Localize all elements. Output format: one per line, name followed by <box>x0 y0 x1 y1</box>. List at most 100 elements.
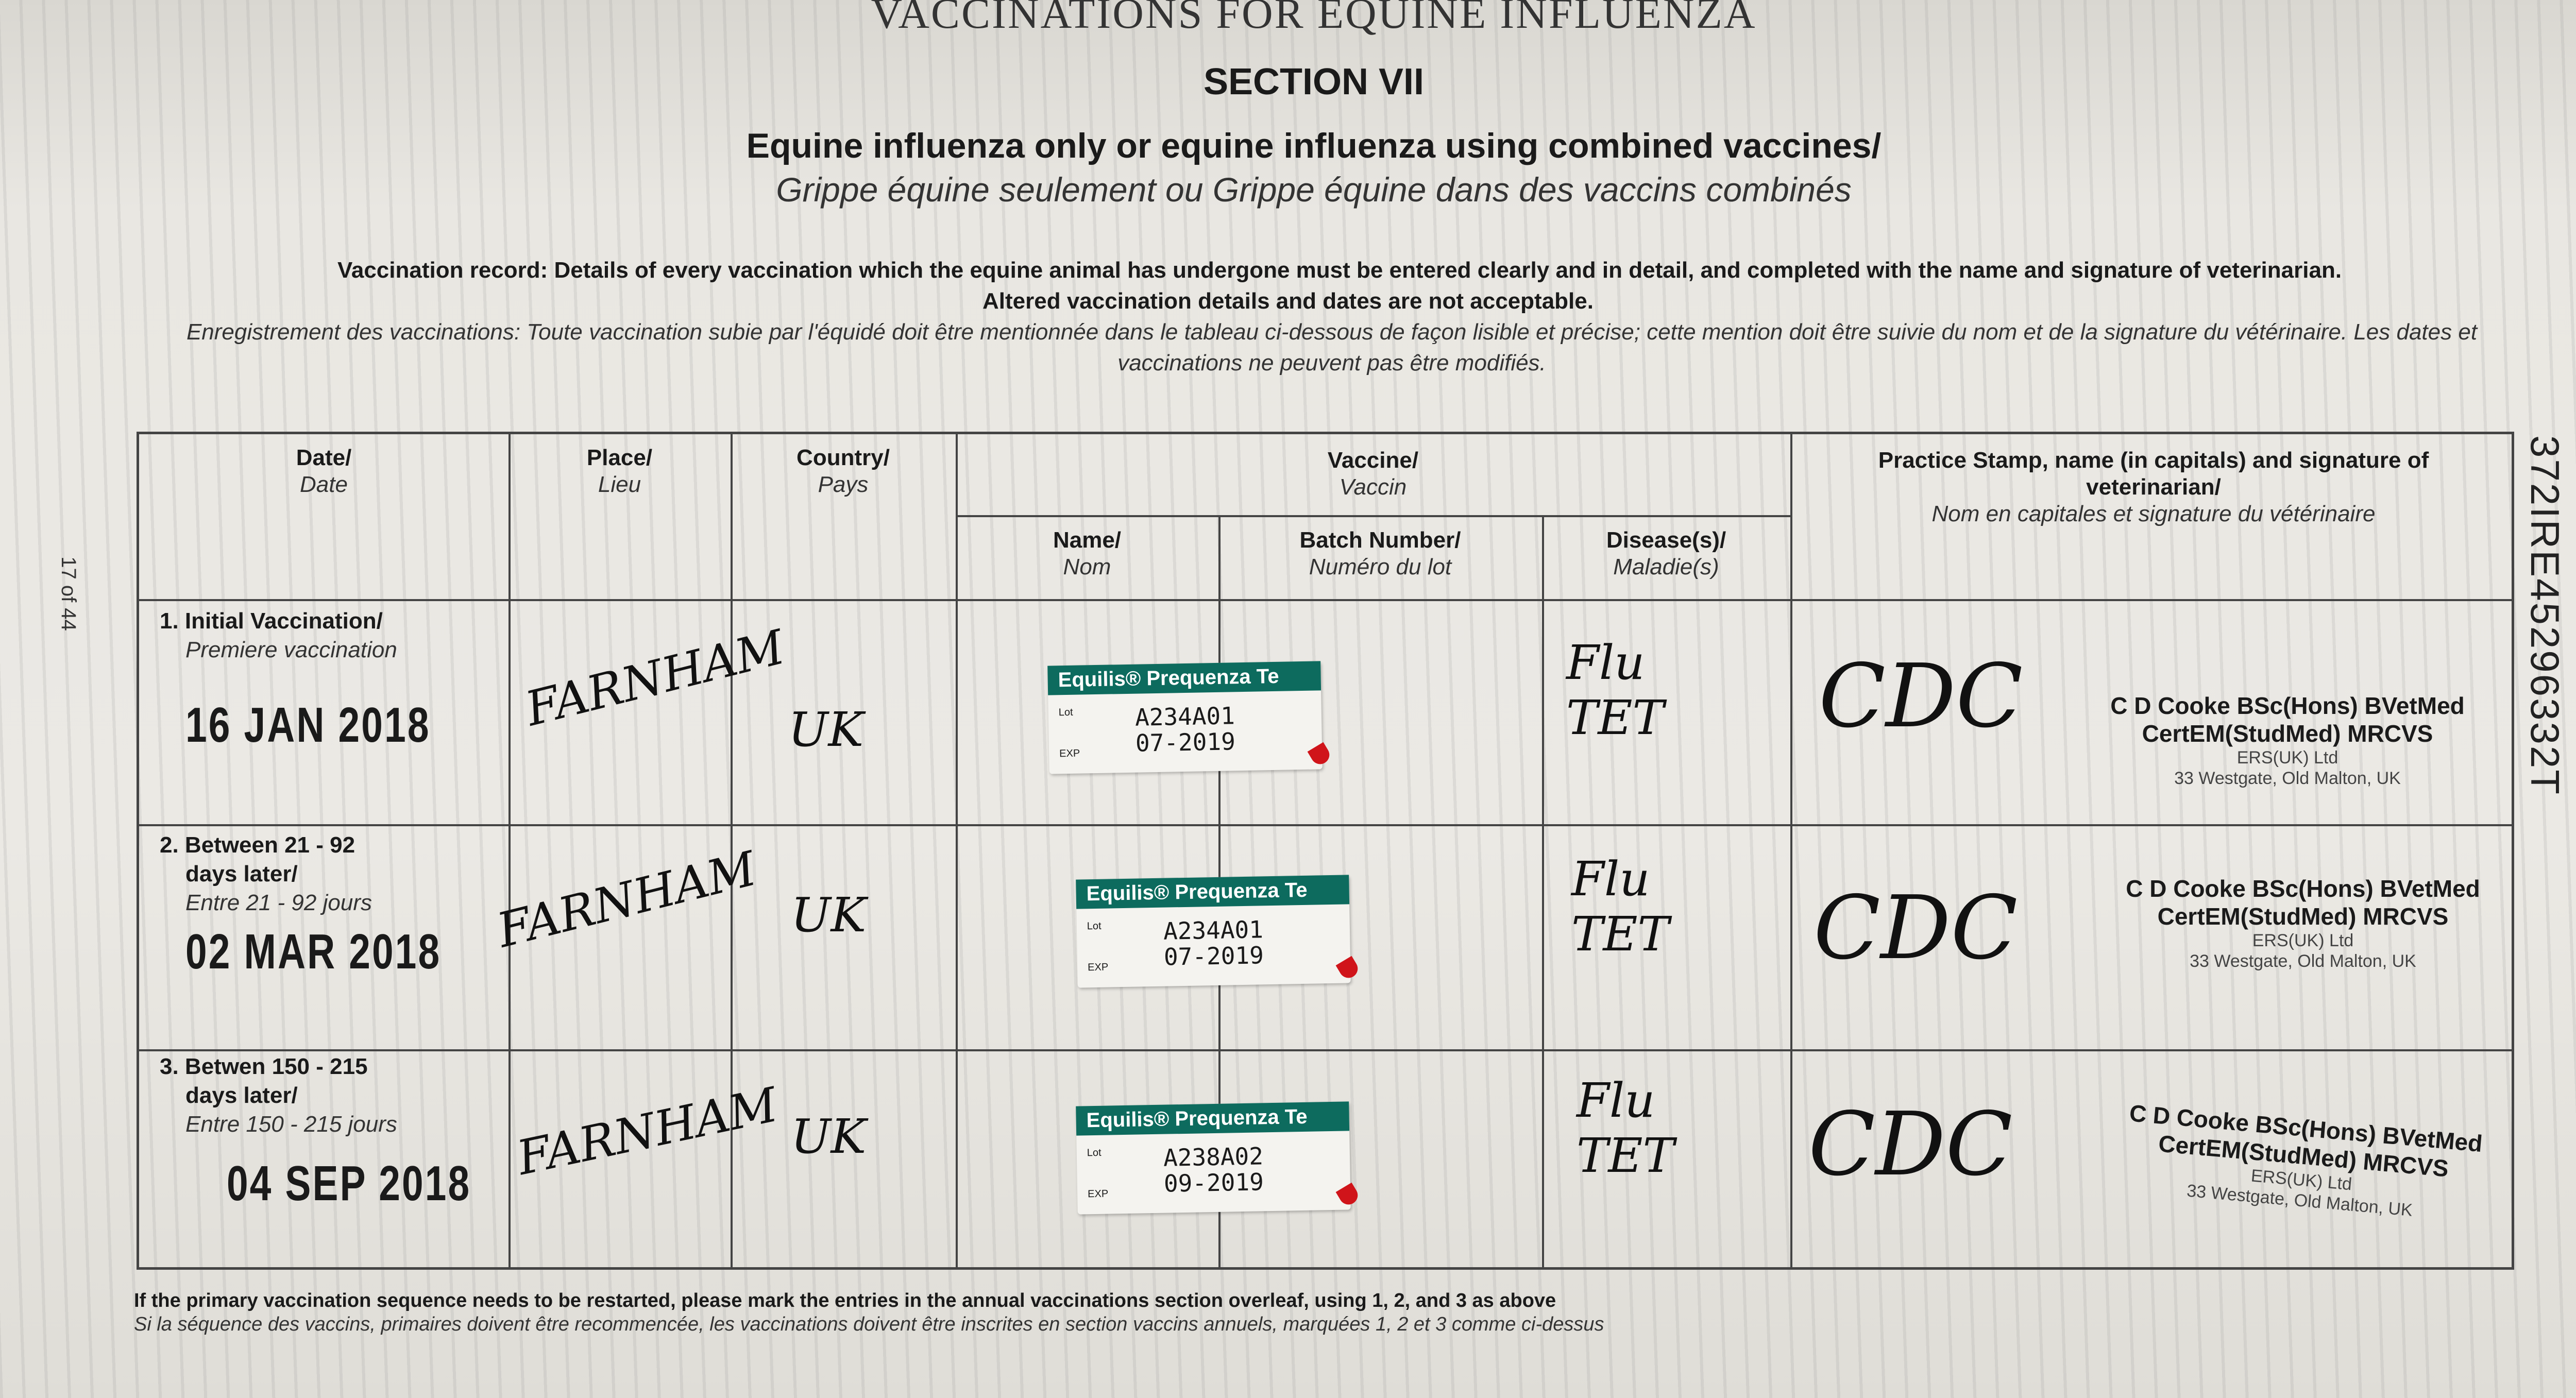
row-label-en: 1. Initial Vaccination/ <box>160 608 383 634</box>
disease-1: Flu <box>1571 851 1650 907</box>
veterinarian-signature: CDC <box>1808 1094 2013 1196</box>
header-country-en: Country/ <box>796 445 890 470</box>
vet-qualifications: CertEM(StudMed) MRCVS <box>2142 720 2433 747</box>
subtitle-fr: Grippe équine seulement ou Grippe équine… <box>776 171 1852 209</box>
practice-address: 33 Westgate, Old Malton, UK <box>2190 951 2416 971</box>
vaccination-table: Date/Date Place/Lieu Country/Pays Vaccin… <box>137 432 2514 1270</box>
vet-name: C D Cooke BSc(Hons) BVetMed <box>2126 875 2480 902</box>
header-stamp: Practice Stamp, name (in capitals) and s… <box>1808 447 2499 527</box>
disease-2: TET <box>1577 1128 1674 1183</box>
place-handwritten: FARNHAM <box>512 1077 783 1186</box>
batch-number: A234A01 <box>1163 915 1264 945</box>
row-label: 3. Betwen 150 - 215 days later/Entre 150 … <box>160 1052 397 1139</box>
header-date: Date/Date <box>139 445 509 498</box>
row-label-en: 2. Between 21 - 92 <box>160 832 355 858</box>
disease-1: Flu <box>1566 635 1645 690</box>
vet-name: C D Cooke BSc(Hons) BVetMed <box>2110 692 2465 719</box>
footer-note-en: If the primary vaccination sequence need… <box>134 1290 1556 1311</box>
row-label-en-2: days later/ <box>185 861 298 886</box>
section-heading: SECTION VII <box>1203 61 1425 103</box>
subtitle-en: Equine influenza only or equine influenz… <box>746 126 1882 165</box>
reference-number: 372IRE45296332T <box>2522 435 2568 796</box>
row-label-fr: Entre 150 - 215 jours <box>185 1112 397 1137</box>
divider <box>139 599 2514 601</box>
vaccine-sticker: Equilis® Prequenza Te Lot EXP A234A01 07-… <box>1076 875 1362 988</box>
header-disease-fr: Maladie(s) <box>1613 554 1719 579</box>
vaccine-brand: Equilis® Prequenza Te <box>1047 661 1321 695</box>
disease-handwritten: Flu TET <box>1577 1073 1674 1183</box>
date-stamp: 02 MAR 2018 <box>185 924 442 979</box>
date-stamp: 16 JAN 2018 <box>185 697 431 753</box>
header-batch-en: Batch Number/ <box>1299 527 1461 553</box>
row-label-en-2: days later/ <box>185 1083 298 1108</box>
header-disease-en: Disease(s)/ <box>1606 527 1726 553</box>
expiry-date: 07-2019 <box>1163 941 1264 971</box>
place-handwritten: FARNHAM <box>492 841 762 959</box>
batch-number: A234A01 <box>1134 702 1235 731</box>
veterinarian-signature: CDC <box>1814 877 2018 979</box>
instructions-en: Vaccination record: Details of every vac… <box>337 258 2342 283</box>
country-handwritten: UK <box>788 702 864 757</box>
batch-number: A238A02 <box>1163 1142 1264 1172</box>
document-title: VACCINATIONS FOR EQUINE INFLUENZA <box>871 0 1757 38</box>
disease-2: TET <box>1571 907 1669 962</box>
vaccine-sticker: Equilis® Prequenza Te Lot EXP A234A01 07-… <box>1047 661 1333 774</box>
divider <box>956 434 958 1270</box>
header-name-fr: Nom <box>1063 554 1111 579</box>
header-stamp-en: Practice Stamp, name (in capitals) and s… <box>1878 448 2429 500</box>
practice-address: 33 Westgate, Old Malton, UK <box>2174 769 2401 788</box>
practice-name: ERS(UK) Ltd <box>2236 748 2338 768</box>
header-batch-fr: Numéro du lot <box>1309 554 1452 579</box>
header-vaccine: Vaccine/Vaccin <box>956 447 1790 501</box>
header-place: Place/Lieu <box>509 445 731 498</box>
row-label: 1. Initial Vaccination/Premiere vaccinat… <box>160 607 397 664</box>
header-vaccine-fr: Vaccin <box>1339 474 1407 500</box>
vaccine-sticker: Equilis® Prequenza Te Lot EXP A238A02 09-… <box>1076 1101 1362 1215</box>
row-label-fr: Premiere vaccination <box>185 637 397 662</box>
row-label-en: 3. Betwen 150 - 215 <box>160 1054 368 1079</box>
header-vaccine-en: Vaccine/ <box>1327 448 1419 473</box>
divider <box>1542 515 1544 1270</box>
place-handwritten: FARNHAM <box>520 619 790 737</box>
practice-stamp: C D Cooke BSc(Hons) BVetMed CertEM(StudMe… <box>2056 692 2519 789</box>
divider <box>956 515 1790 517</box>
header-country-fr: Pays <box>818 472 869 497</box>
expiry-date: 07-2019 <box>1135 727 1236 757</box>
footer-note-fr: Si la séquence des vaccins, primaires do… <box>134 1314 1604 1335</box>
disease-2: TET <box>1566 690 1664 745</box>
divider <box>139 824 2514 826</box>
divider <box>731 434 733 1270</box>
header-date-fr: Date <box>300 472 348 497</box>
vaccine-brand: Equilis® Prequenza Te <box>1076 875 1350 909</box>
divider <box>139 1049 2514 1051</box>
instructions-en-2: Altered vaccination details and dates ar… <box>982 288 1594 314</box>
country-handwritten: UK <box>791 888 867 943</box>
divider <box>509 434 511 1270</box>
practice-name: ERS(UK) Ltd <box>2252 931 2354 950</box>
header-disease: Disease(s)/Maladie(s) <box>1542 527 1790 581</box>
date-stamp: 04 SEP 2018 <box>227 1156 471 1211</box>
practice-stamp: C D Cooke BSc(Hons) BVetMed CertEM(StudMe… <box>2071 875 2535 971</box>
veterinarian-signature: CDC <box>1819 645 2023 747</box>
page-marker: 17 of 44 <box>57 556 80 631</box>
header-name-en: Name/ <box>1053 527 1122 553</box>
header-name: Name/Nom <box>956 527 1218 581</box>
practice-stamp: C D Cooke BSc(Hons) BVetMed CertEM(StudMe… <box>2068 1094 2538 1231</box>
row-label: 2. Between 21 - 92 days later/Entre 21 - … <box>160 831 372 917</box>
vaccine-brand: Equilis® Prequenza Te <box>1076 1101 1350 1136</box>
header-stamp-fr: Nom en capitales et signature du vétérin… <box>1931 501 2376 526</box>
disease-handwritten: Flu TET <box>1566 635 1664 745</box>
instructions-fr: Enregistrement des vaccinations: Toute v… <box>186 319 2478 376</box>
country-handwritten: UK <box>791 1109 867 1164</box>
divider <box>1790 434 1792 1270</box>
header-place-en: Place/ <box>586 445 653 470</box>
expiry-date: 09-2019 <box>1163 1168 1264 1198</box>
vet-qualifications: CertEM(StudMed) MRCVS <box>2157 903 2449 930</box>
row-label-fr: Entre 21 - 92 jours <box>185 890 372 915</box>
header-country: Country/Pays <box>731 445 956 498</box>
header-date-en: Date/ <box>296 445 352 470</box>
header-batch: Batch Number/Numéro du lot <box>1218 527 1542 581</box>
disease-handwritten: Flu TET <box>1571 851 1669 962</box>
disease-1: Flu <box>1577 1073 1655 1128</box>
header-place-fr: Lieu <box>598 472 641 497</box>
